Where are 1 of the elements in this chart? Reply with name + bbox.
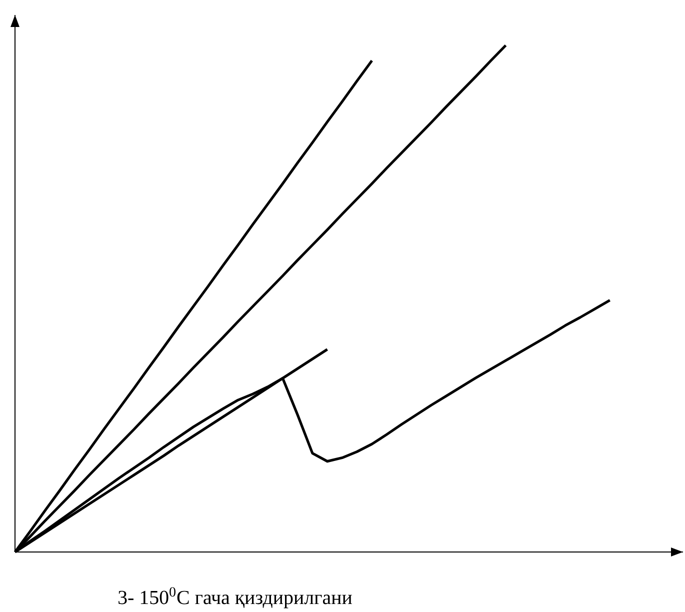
text: 3- 150$^{0}$C гача қиздирилгани — [118, 587, 352, 608]
